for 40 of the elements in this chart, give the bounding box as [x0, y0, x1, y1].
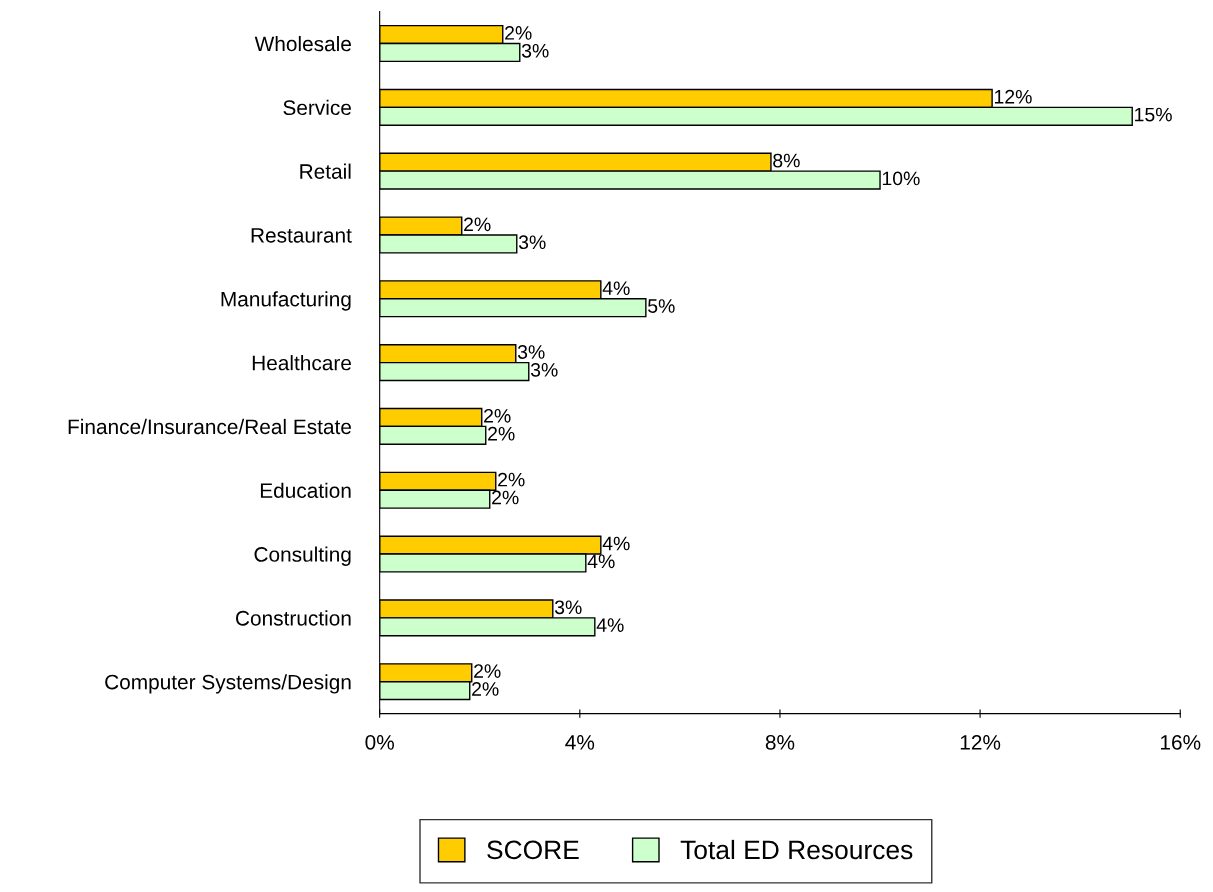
data-label: 12% [994, 89, 1032, 104]
data-label: 2% [464, 217, 491, 232]
data-label: 2% [472, 682, 499, 696]
data-label: 10% [882, 171, 920, 186]
x-tick-label: 8% [765, 734, 795, 750]
data-label: 3% [521, 43, 549, 58]
data-label: 4% [596, 618, 624, 632]
data-label: 3% [530, 362, 558, 377]
data-label: 3% [554, 600, 582, 615]
data-label: 2% [498, 472, 525, 487]
y-tick-label: Wholesale [254, 35, 351, 52]
legend-label: SCORE [487, 840, 579, 860]
x-tick-label: 12% [960, 734, 1001, 750]
data-label: 5% [648, 299, 675, 313]
y-tick-label: Education [260, 482, 351, 498]
y-tick-label: Service [283, 99, 351, 116]
y-tick-label: Consulting [254, 546, 351, 566]
data-label: 15% [1135, 107, 1172, 122]
y-tick-label: Computer Systems/Design [105, 674, 351, 694]
data-label: 2% [474, 664, 501, 678]
data-label: 3% [518, 235, 546, 250]
y-tick-label: Retail [300, 163, 351, 179]
y-tick-label: Construction [236, 610, 351, 626]
data-label: 4% [602, 536, 630, 551]
y-tick-label: Manufacturing [221, 291, 351, 311]
y-tick-label: Restaurant [251, 228, 352, 243]
x-tick-label: 4% [565, 735, 595, 750]
data-label: 2% [505, 26, 532, 40]
legend-label: Total ED Resources [680, 839, 913, 860]
x-tick-label: 0% [365, 734, 394, 750]
y-tick-label: Finance/Insurance/Real Estate [68, 418, 351, 435]
data-label: 3% [517, 345, 545, 359]
data-label: 2% [492, 490, 519, 505]
data-label: 2% [488, 426, 515, 441]
y-tick-label: Healthcare [252, 355, 351, 371]
x-tick-label: 16% [1160, 734, 1201, 750]
data-label: 4% [587, 554, 615, 569]
data-label: 8% [773, 153, 800, 168]
data-label: 4% [602, 281, 630, 295]
data-label: 2% [484, 408, 511, 423]
